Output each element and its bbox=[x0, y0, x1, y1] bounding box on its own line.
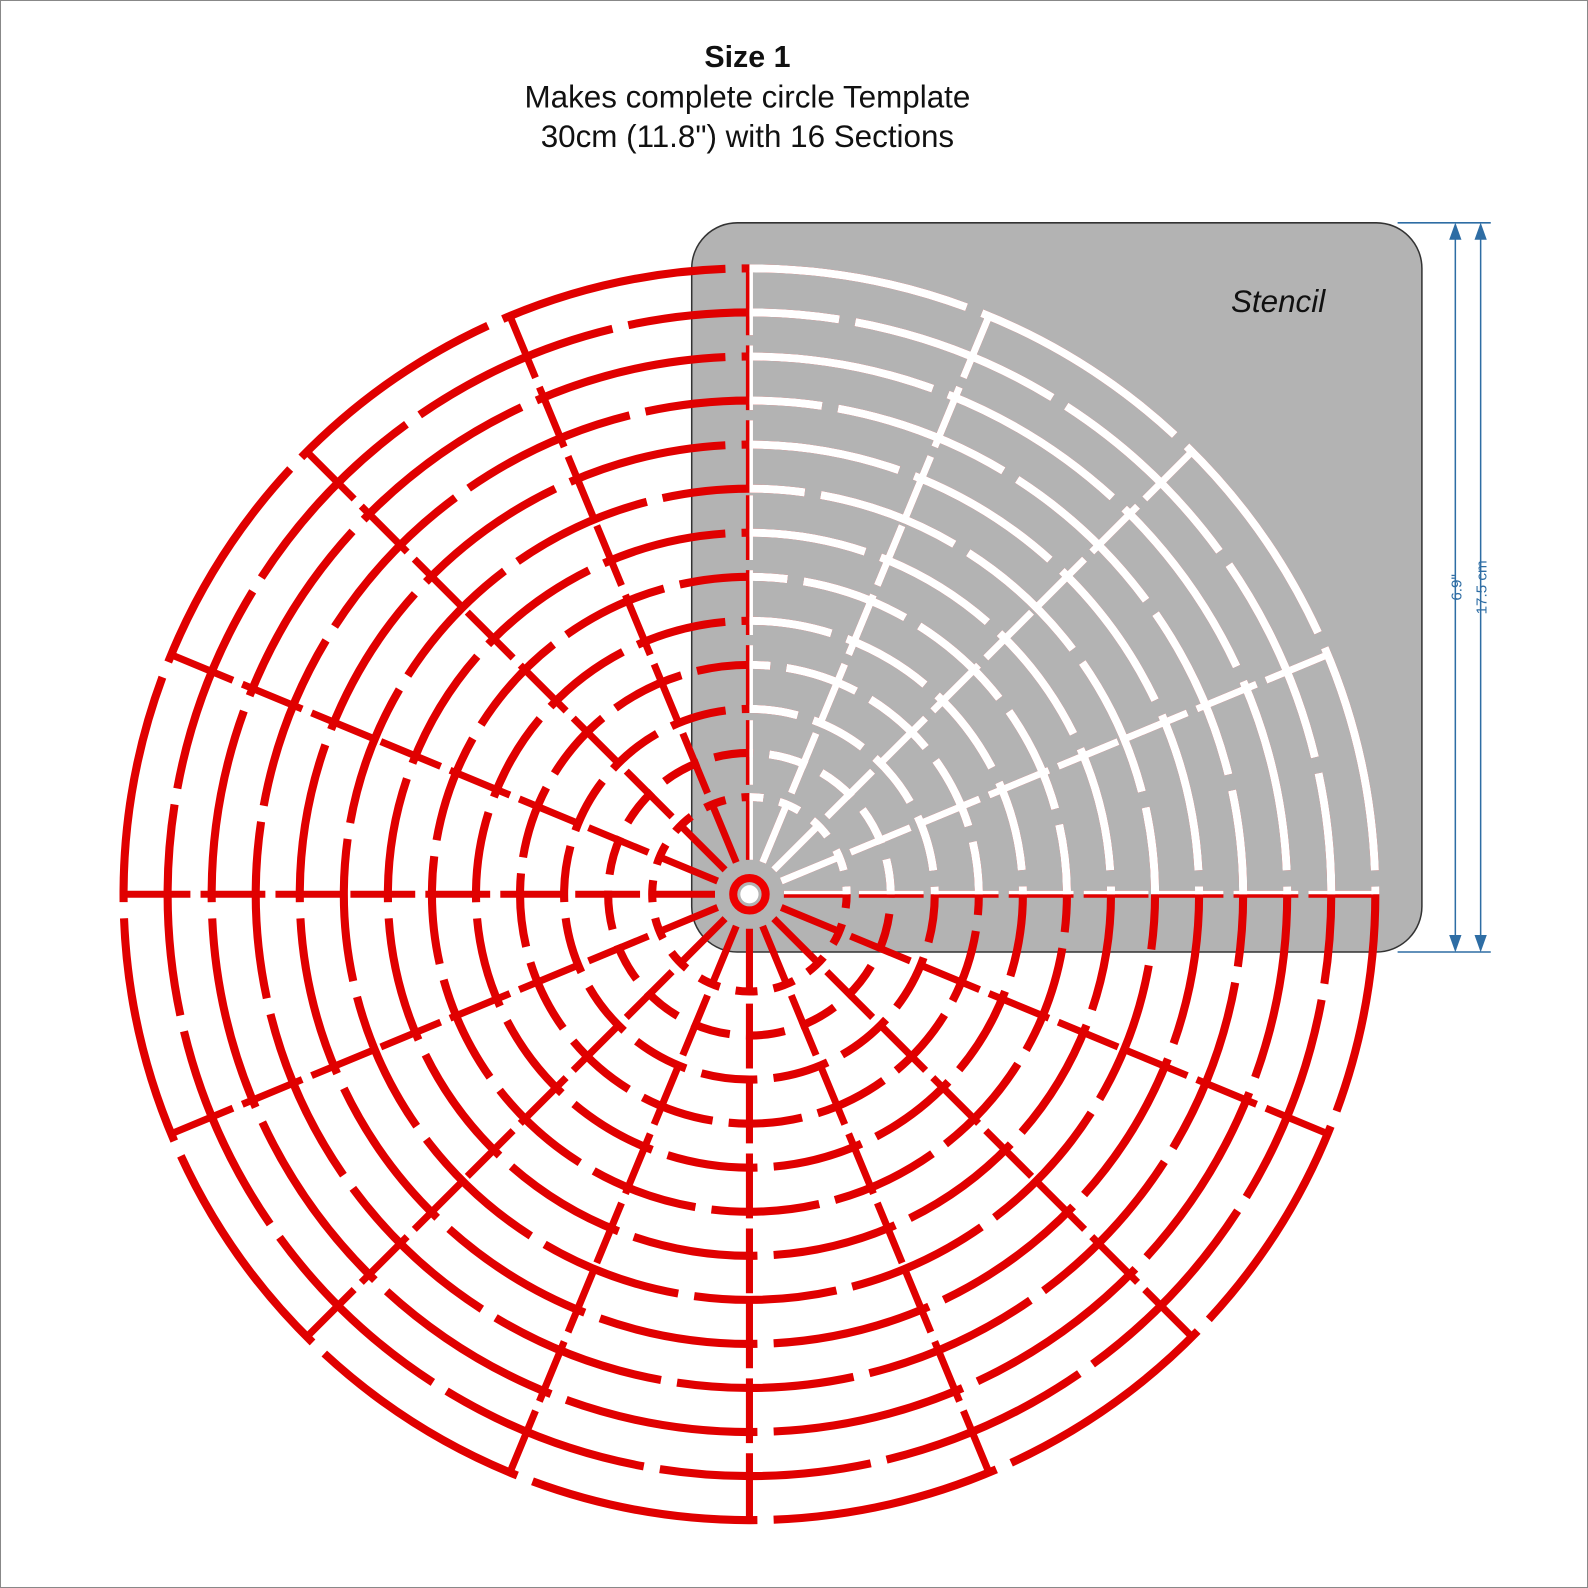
dimension-label: 6.9" bbox=[1448, 574, 1465, 601]
radial bbox=[779, 904, 1330, 1138]
radial bbox=[771, 449, 1195, 873]
radial bbox=[759, 314, 993, 864]
stencil-label: Stencil bbox=[1231, 284, 1326, 319]
subtitle: Makes complete circle Template bbox=[524, 79, 970, 114]
radial bbox=[304, 449, 728, 873]
dimension bbox=[1397, 222, 1491, 953]
radial bbox=[779, 651, 1330, 885]
title: Size 1 bbox=[704, 40, 790, 74]
white-template bbox=[749, 264, 1380, 895]
radial bbox=[304, 916, 728, 1340]
dimension-label: 17.5 cm bbox=[1474, 560, 1491, 614]
center-ring bbox=[729, 874, 770, 915]
radial bbox=[771, 916, 1195, 1340]
radial bbox=[169, 904, 719, 1138]
radial bbox=[169, 651, 719, 885]
radial bbox=[506, 924, 740, 1474]
radial bbox=[506, 314, 740, 864]
center-hole bbox=[740, 885, 759, 904]
radial bbox=[759, 924, 993, 1474]
subtitle: 30cm (11.8") with 16 Sections bbox=[541, 119, 954, 154]
